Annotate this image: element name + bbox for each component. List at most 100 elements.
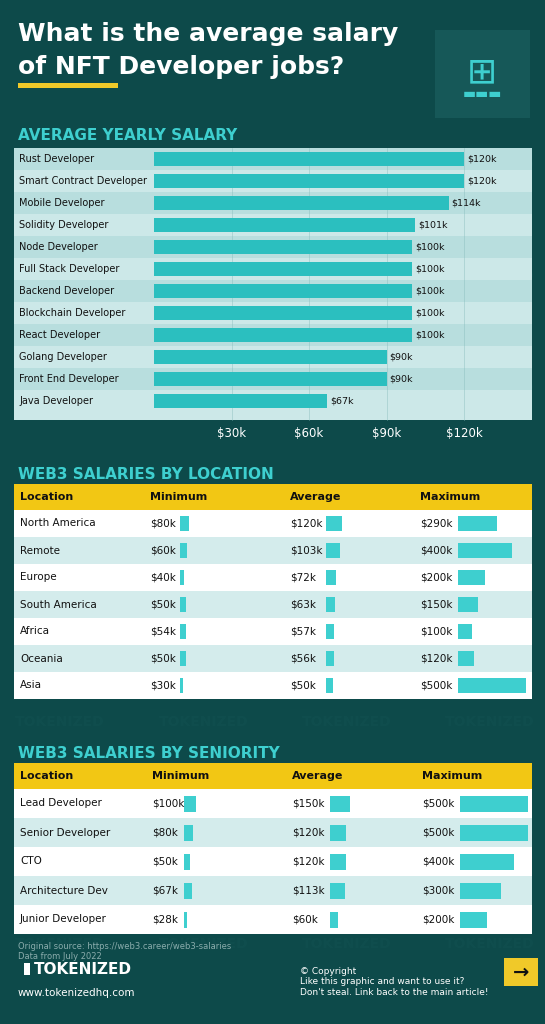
Text: Smart Contract Developer: Smart Contract Developer bbox=[19, 176, 147, 186]
Text: TOKENIZED: TOKENIZED bbox=[15, 937, 105, 951]
Text: $90k: $90k bbox=[372, 427, 401, 440]
Text: Blockchain Developer: Blockchain Developer bbox=[19, 308, 125, 318]
Bar bbox=[14, 280, 532, 302]
Text: TOKENIZED: TOKENIZED bbox=[159, 381, 248, 394]
Text: $103k: $103k bbox=[290, 546, 323, 555]
Bar bbox=[326, 625, 334, 639]
Bar bbox=[154, 372, 386, 386]
Text: Node Developer: Node Developer bbox=[19, 242, 98, 252]
Bar bbox=[326, 543, 340, 558]
Text: $80k: $80k bbox=[152, 827, 178, 838]
Text: Minimum: Minimum bbox=[150, 492, 207, 502]
Bar bbox=[14, 510, 532, 537]
Text: Location: Location bbox=[20, 771, 73, 781]
Bar bbox=[458, 597, 479, 612]
Text: Senior Developer: Senior Developer bbox=[20, 827, 110, 838]
Bar bbox=[435, 30, 530, 118]
Bar bbox=[154, 262, 413, 276]
Text: $400k: $400k bbox=[422, 856, 455, 866]
Text: $60k: $60k bbox=[150, 546, 176, 555]
Bar bbox=[14, 790, 532, 818]
Text: Oceania: Oceania bbox=[20, 653, 63, 664]
Bar bbox=[14, 564, 532, 591]
Text: $120k: $120k bbox=[292, 856, 324, 866]
Text: Backend Developer: Backend Developer bbox=[19, 286, 114, 296]
Text: $60k: $60k bbox=[292, 914, 318, 925]
Bar bbox=[154, 394, 327, 408]
Bar bbox=[460, 854, 514, 869]
Text: $100k: $100k bbox=[420, 627, 452, 637]
Text: WEB3 SALARIES BY LOCATION: WEB3 SALARIES BY LOCATION bbox=[18, 467, 274, 482]
Bar bbox=[330, 854, 346, 869]
Text: $54k: $54k bbox=[150, 627, 176, 637]
Text: Average: Average bbox=[292, 771, 343, 781]
Text: TOKENIZED: TOKENIZED bbox=[15, 825, 105, 840]
Bar bbox=[18, 83, 118, 88]
Text: TOKENIZED: TOKENIZED bbox=[15, 269, 105, 284]
Text: TOKENIZED: TOKENIZED bbox=[15, 47, 105, 61]
Text: TOKENIZED: TOKENIZED bbox=[302, 381, 391, 394]
Bar bbox=[14, 258, 532, 280]
Text: React Developer: React Developer bbox=[19, 330, 100, 340]
Text: TOKENIZED: TOKENIZED bbox=[302, 159, 391, 172]
Text: TOKENIZED: TOKENIZED bbox=[159, 269, 248, 284]
Text: $90k: $90k bbox=[390, 375, 413, 384]
Text: $300k: $300k bbox=[422, 886, 455, 896]
Bar bbox=[14, 148, 532, 170]
Bar bbox=[326, 651, 334, 666]
Text: $200k: $200k bbox=[422, 914, 455, 925]
Text: TOKENIZED: TOKENIZED bbox=[302, 715, 391, 728]
Text: Full Stack Developer: Full Stack Developer bbox=[19, 264, 119, 274]
Bar bbox=[184, 911, 187, 928]
Bar bbox=[14, 368, 532, 390]
Bar bbox=[14, 905, 532, 934]
Text: TOKENIZED: TOKENIZED bbox=[15, 159, 105, 172]
Bar bbox=[458, 543, 512, 558]
Bar bbox=[14, 537, 532, 564]
Text: © Copyright
Like this graphic and want to use it?
Don't steal. Link back to the : © Copyright Like this graphic and want t… bbox=[300, 967, 488, 996]
Bar bbox=[326, 597, 335, 612]
Text: TOKENIZED: TOKENIZED bbox=[302, 603, 391, 617]
Text: TOKENIZED: TOKENIZED bbox=[159, 825, 248, 840]
Text: Maximum: Maximum bbox=[422, 771, 482, 781]
Text: Architecture Dev: Architecture Dev bbox=[20, 886, 108, 896]
Bar bbox=[154, 240, 413, 254]
Text: ⊞: ⊞ bbox=[467, 55, 497, 89]
Text: $120k: $120k bbox=[467, 155, 496, 164]
Text: TOKENIZED: TOKENIZED bbox=[445, 715, 535, 728]
Text: Golang Developer: Golang Developer bbox=[19, 352, 107, 362]
Bar bbox=[180, 516, 189, 531]
Bar bbox=[154, 152, 464, 166]
Bar bbox=[458, 570, 485, 585]
Text: TOKENIZED: TOKENIZED bbox=[159, 603, 248, 617]
Bar bbox=[154, 328, 413, 342]
Text: Remote: Remote bbox=[20, 546, 60, 555]
Text: Asia: Asia bbox=[20, 681, 42, 690]
Text: Minimum: Minimum bbox=[152, 771, 209, 781]
Bar bbox=[458, 651, 474, 666]
Bar bbox=[326, 570, 336, 585]
Bar bbox=[14, 847, 532, 876]
Text: $120k: $120k bbox=[467, 176, 496, 185]
Bar bbox=[154, 306, 413, 321]
Text: $50k: $50k bbox=[290, 681, 316, 690]
Text: $60k: $60k bbox=[294, 427, 324, 440]
Text: ▬▬▬: ▬▬▬ bbox=[462, 87, 502, 101]
Text: $100k: $100k bbox=[415, 264, 445, 273]
Text: Solidity Developer: Solidity Developer bbox=[19, 220, 108, 230]
Text: www.tokenizedhq.com: www.tokenizedhq.com bbox=[18, 988, 136, 998]
Bar bbox=[14, 148, 532, 420]
Text: Average: Average bbox=[290, 492, 341, 502]
Text: $400k: $400k bbox=[420, 546, 452, 555]
Bar bbox=[184, 796, 196, 812]
Text: Original source: https://web3.career/web3-salaries
Data from July 2022: Original source: https://web3.career/web… bbox=[18, 942, 231, 962]
Text: South America: South America bbox=[20, 599, 97, 609]
Bar bbox=[154, 284, 413, 298]
Text: $114k: $114k bbox=[452, 199, 481, 208]
Text: $30k: $30k bbox=[217, 427, 246, 440]
Text: $63k: $63k bbox=[290, 599, 316, 609]
Bar bbox=[18, 963, 24, 975]
Bar bbox=[14, 818, 532, 847]
Text: Mobile Developer: Mobile Developer bbox=[19, 198, 105, 208]
Bar bbox=[330, 911, 338, 928]
